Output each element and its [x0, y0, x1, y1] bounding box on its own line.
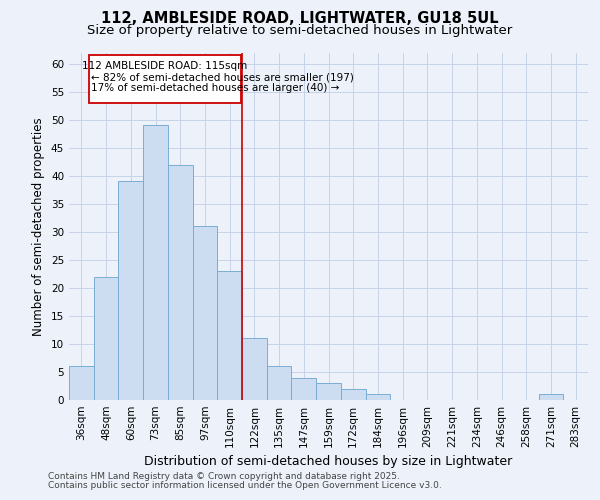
Bar	[341, 389, 365, 400]
Bar	[365, 394, 390, 400]
Bar	[118, 182, 143, 400]
Bar	[69, 366, 94, 400]
FancyBboxPatch shape	[89, 56, 241, 103]
Bar	[292, 378, 316, 400]
Text: ← 82% of semi-detached houses are smaller (197): ← 82% of semi-detached houses are smalle…	[91, 72, 354, 82]
Bar	[94, 276, 118, 400]
Text: 112 AMBLESIDE ROAD: 115sqm: 112 AMBLESIDE ROAD: 115sqm	[82, 61, 247, 71]
Text: 17% of semi-detached houses are larger (40) →: 17% of semi-detached houses are larger (…	[91, 84, 340, 94]
Bar	[193, 226, 217, 400]
X-axis label: Distribution of semi-detached houses by size in Lightwater: Distribution of semi-detached houses by …	[145, 456, 512, 468]
Y-axis label: Number of semi-detached properties: Number of semi-detached properties	[32, 117, 46, 336]
Bar	[217, 271, 242, 400]
Text: Size of property relative to semi-detached houses in Lightwater: Size of property relative to semi-detach…	[88, 24, 512, 37]
Text: Contains public sector information licensed under the Open Government Licence v3: Contains public sector information licen…	[48, 481, 442, 490]
Bar	[168, 164, 193, 400]
Text: 112, AMBLESIDE ROAD, LIGHTWATER, GU18 5UL: 112, AMBLESIDE ROAD, LIGHTWATER, GU18 5U…	[101, 11, 499, 26]
Bar	[143, 126, 168, 400]
Bar	[242, 338, 267, 400]
Bar	[539, 394, 563, 400]
Bar	[316, 383, 341, 400]
Bar	[267, 366, 292, 400]
Text: Contains HM Land Registry data © Crown copyright and database right 2025.: Contains HM Land Registry data © Crown c…	[48, 472, 400, 481]
